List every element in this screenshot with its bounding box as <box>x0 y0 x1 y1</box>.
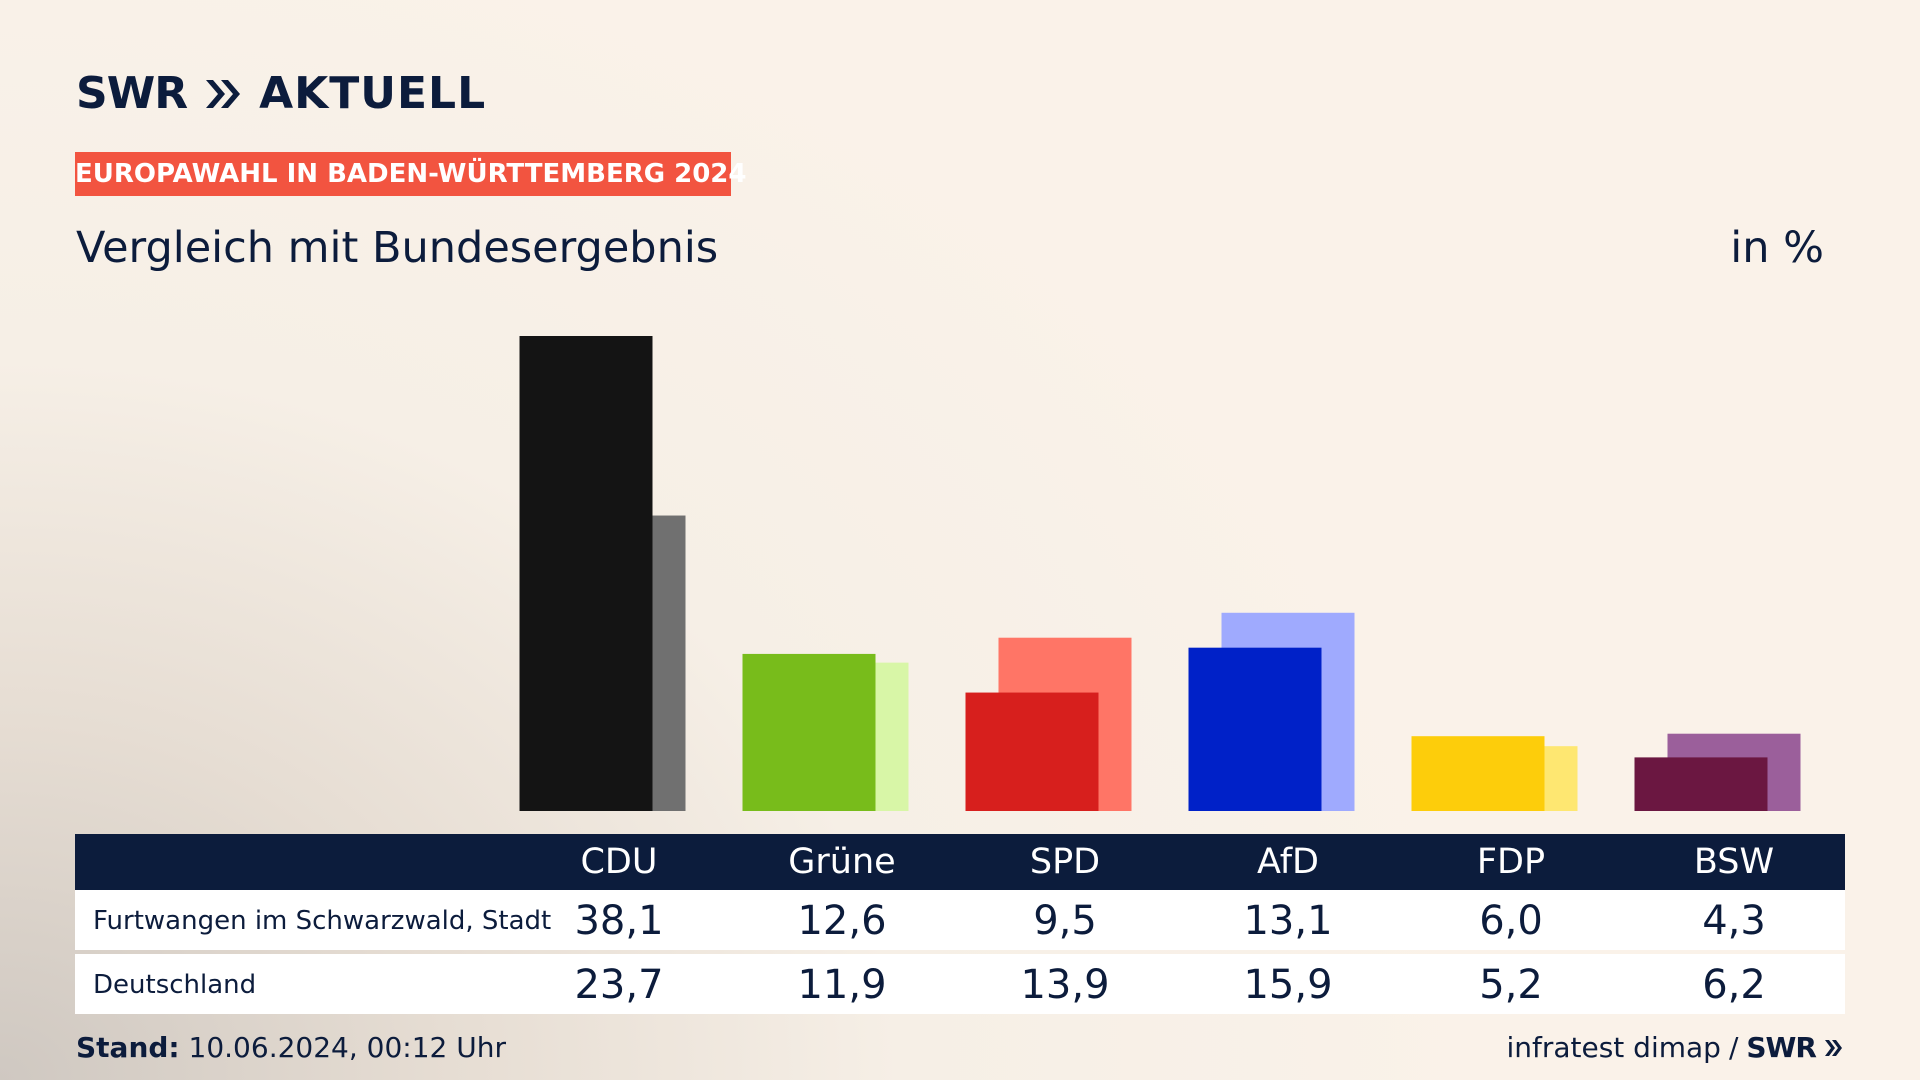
bar-local-grne <box>742 653 876 811</box>
logo-brand: SWR <box>76 68 188 119</box>
value-fdp: 5,2 <box>1479 962 1543 1008</box>
bar-local-afd <box>1188 647 1322 811</box>
source-name: infratest dimap <box>1506 1031 1721 1064</box>
bar-local-fdp <box>1411 736 1545 811</box>
results-table: CDU Grüne SPD AfD FDP BSW Furtwangen im Schwa… <box>75 834 1845 1014</box>
party-label-grne: Grüne <box>788 842 896 882</box>
stand-label: Stand: <box>76 1031 180 1064</box>
chevron-double-right-icon <box>1825 1040 1842 1056</box>
stand-value: 10.06.2024, 00:12 Uhr <box>188 1031 506 1064</box>
table-row-national: Deutschland 23,7 11,9 13,9 15,9 5,2 6,2 <box>75 954 1845 1014</box>
party-label-spd: SPD <box>1029 842 1101 882</box>
chevron-double-right-icon <box>206 80 241 108</box>
bar-local-bsw <box>1634 757 1768 811</box>
swr-aktuell-logo: SWR AKTUELL <box>76 66 486 122</box>
bar-local-spd <box>965 692 1099 811</box>
value-grne: 12,6 <box>797 898 887 944</box>
source-separator: / <box>1728 1031 1739 1064</box>
row-label: Deutschland <box>93 970 257 1000</box>
party-label-fdp: FDP <box>1476 842 1546 882</box>
value-bsw: 6,2 <box>1702 962 1766 1008</box>
value-spd: 9,5 <box>1033 898 1097 944</box>
party-label-afd: AfD <box>1257 842 1319 882</box>
value-bsw: 4,3 <box>1702 898 1766 944</box>
election-badge: EUROPAWAHL IN BADEN-WÜRTTEMBERG 2024 <box>75 152 746 196</box>
logo-product: AKTUELL <box>259 68 487 119</box>
table-row-local: Furtwangen im Schwarzwald, Stadt 38,1 12,… <box>75 890 1845 950</box>
source-brand: SWR <box>1746 1031 1817 1064</box>
table-header: CDU Grüne SPD AfD FDP BSW <box>75 834 1845 890</box>
value-afd: 15,9 <box>1243 962 1333 1008</box>
value-fdp: 6,0 <box>1479 898 1543 944</box>
value-cdu: 23,7 <box>574 962 664 1008</box>
party-label-cdu: CDU <box>580 842 658 882</box>
value-spd: 13,9 <box>1020 962 1110 1008</box>
value-grne: 11,9 <box>797 962 887 1008</box>
value-afd: 13,1 <box>1243 898 1333 944</box>
source-credit: infratest dimap / SWR <box>1506 1028 1844 1068</box>
unit-label: in % <box>1730 223 1824 273</box>
chart-subtitle: Vergleich mit Bundesergebnis <box>76 223 719 273</box>
party-label-bsw: BSW <box>1693 842 1775 882</box>
timestamp: Stand: 10.06.2024, 00:12 Uhr <box>76 1028 506 1068</box>
value-cdu: 38,1 <box>574 898 664 944</box>
bar-local-cdu <box>519 336 653 811</box>
row-label: Furtwangen im Schwarzwald, Stadt <box>93 906 552 936</box>
